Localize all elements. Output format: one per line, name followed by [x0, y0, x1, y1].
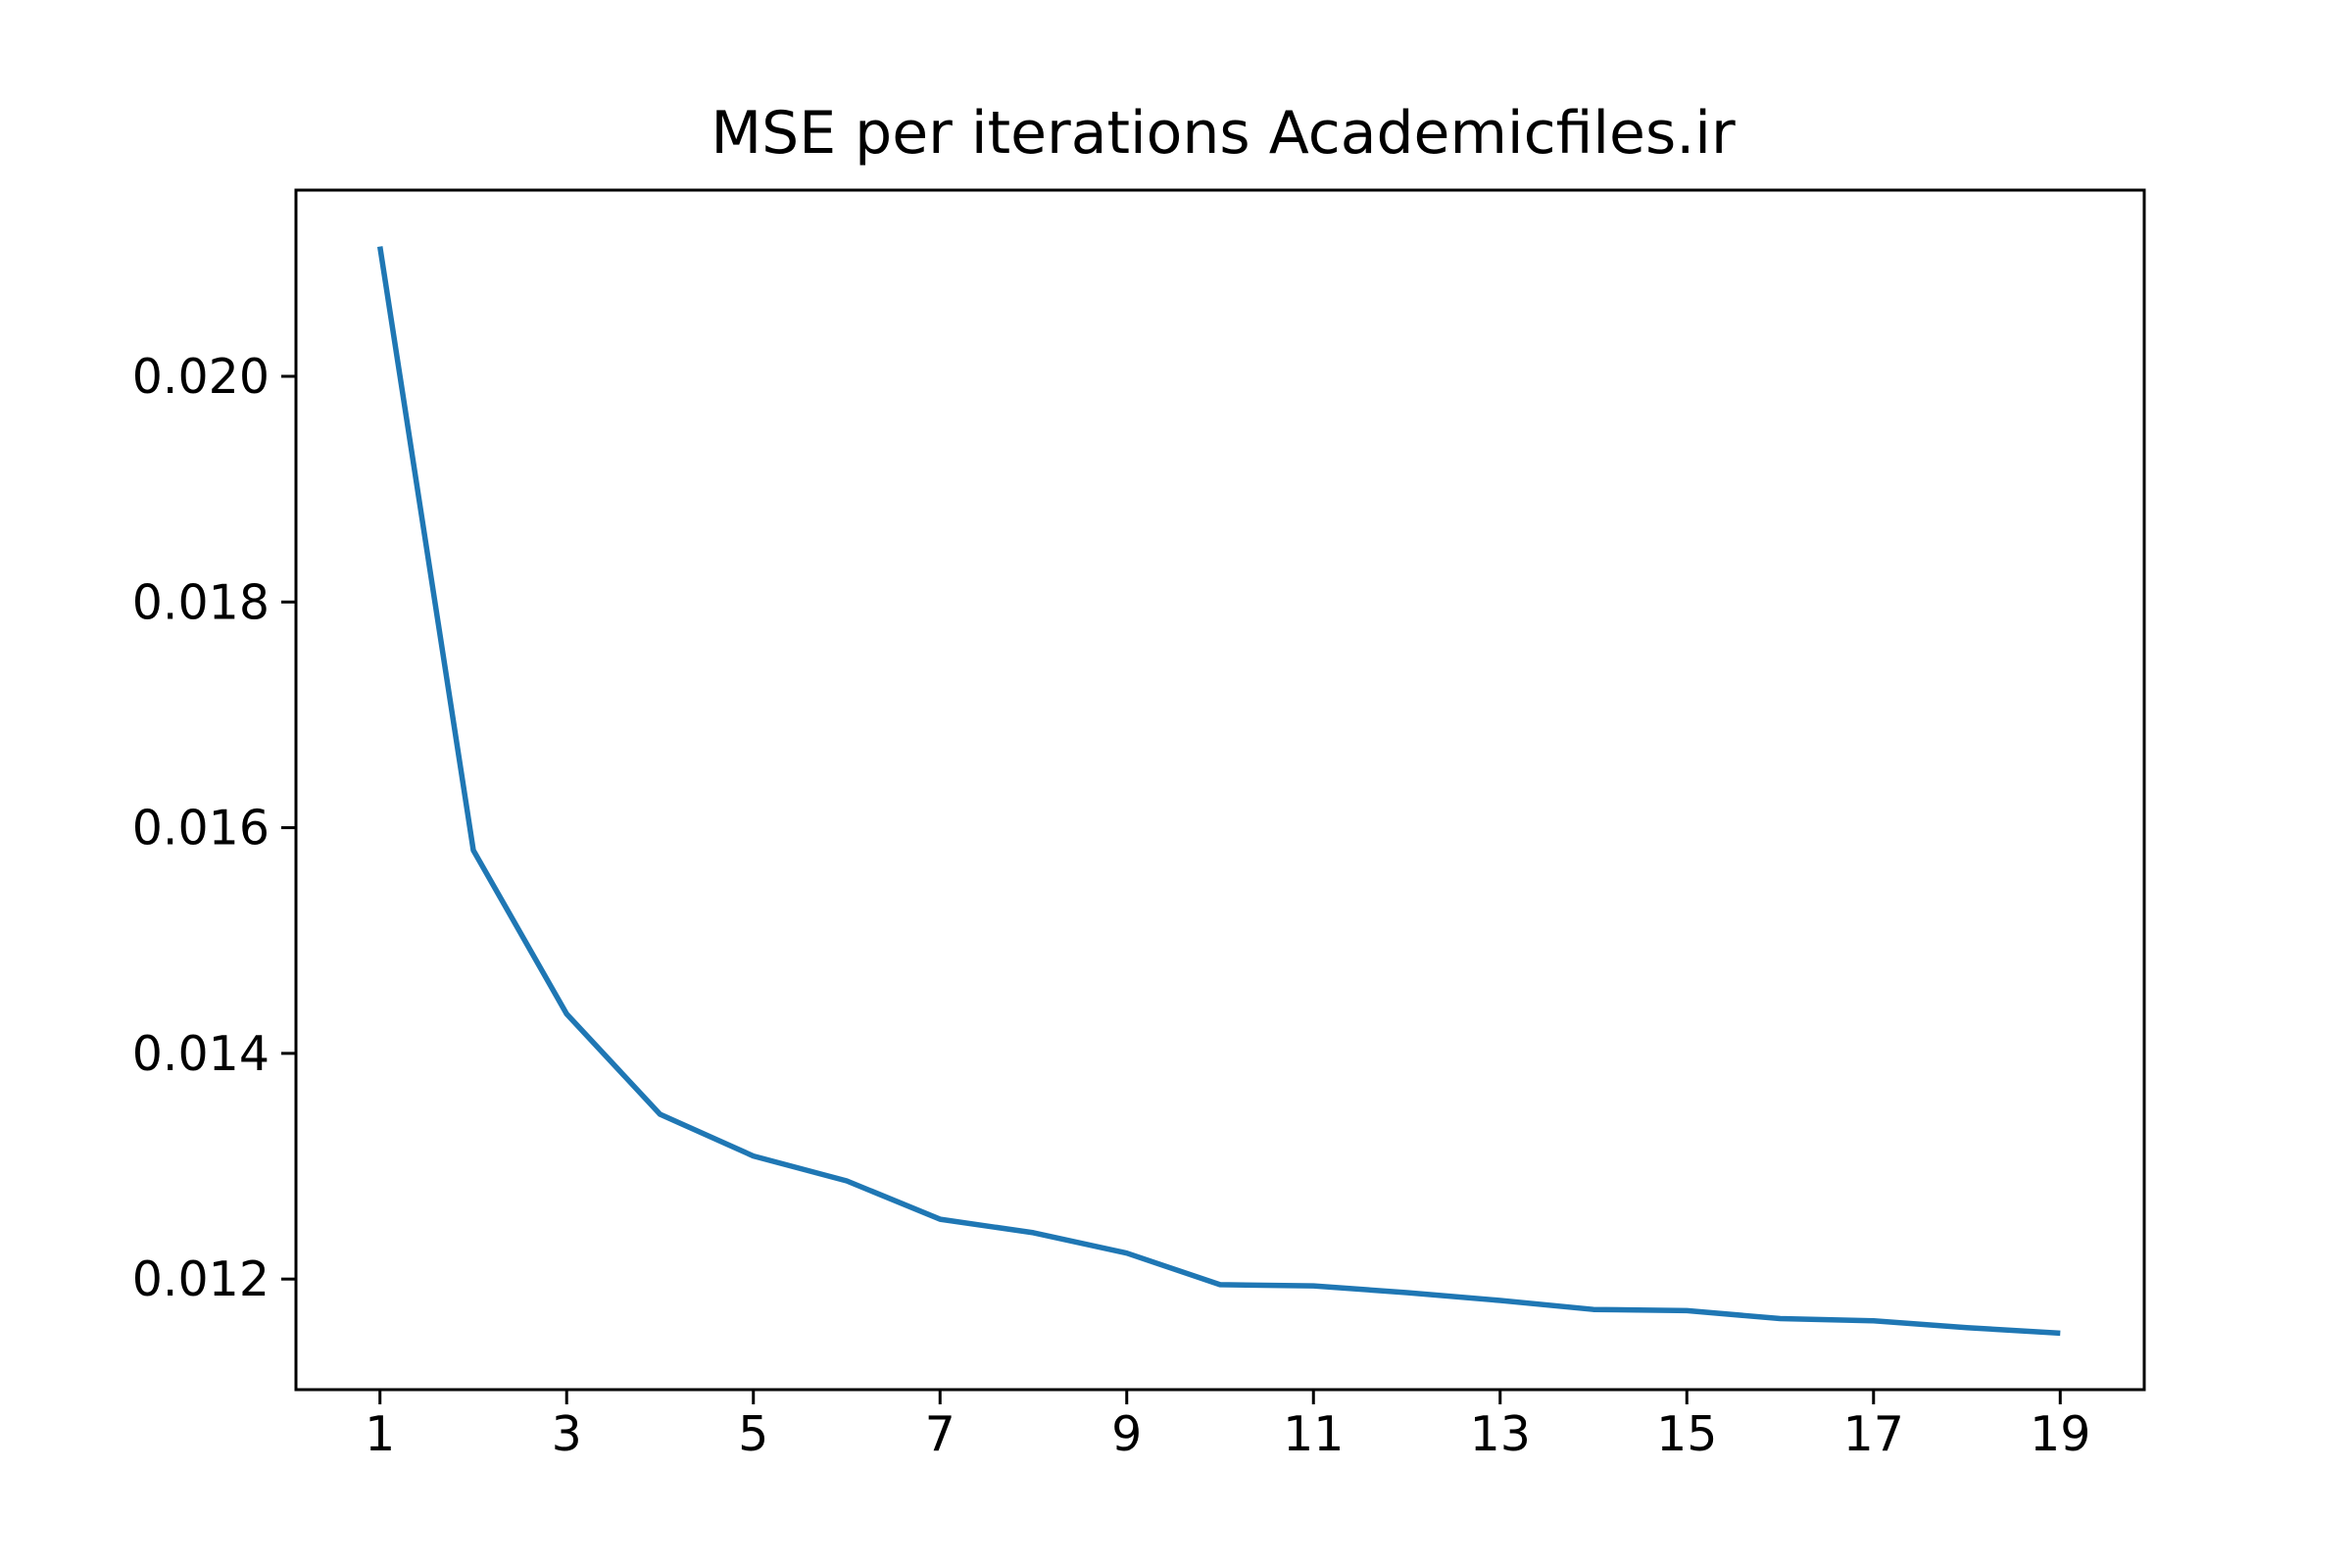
x-axis: 1 3 5 7 9 11 13 15 17 19 — [365, 1390, 2090, 1462]
series-layer — [376, 246, 2061, 1337]
y-tick-label: 0.012 — [132, 1251, 270, 1307]
x-tick-label: 13 — [1470, 1406, 1531, 1462]
x-tick-label: 15 — [1656, 1406, 1717, 1462]
plot-area — [294, 188, 2146, 1392]
y-tick-label: 0.014 — [132, 1026, 270, 1082]
y-tick-label: 0.020 — [132, 349, 270, 405]
x-tick-label: 1 — [365, 1406, 395, 1462]
x-tick-label: 5 — [738, 1406, 768, 1462]
chart-title: MSE per iterations Academicfiles.ir — [710, 99, 1736, 168]
series-line-0 — [376, 246, 2061, 1337]
y-axis: 0.012 0.014 0.016 0.018 0.020 — [132, 349, 296, 1307]
x-tick-label: 11 — [1283, 1406, 1344, 1462]
x-tick-label: 3 — [552, 1406, 582, 1462]
x-tick-label: 17 — [1843, 1406, 1904, 1462]
x-tick-label: 9 — [1111, 1406, 1142, 1462]
y-tick-label: 0.018 — [132, 574, 270, 630]
y-tick-label: 0.016 — [132, 801, 270, 857]
x-tick-label: 7 — [925, 1406, 956, 1462]
x-tick-label: 19 — [2030, 1406, 2090, 1462]
